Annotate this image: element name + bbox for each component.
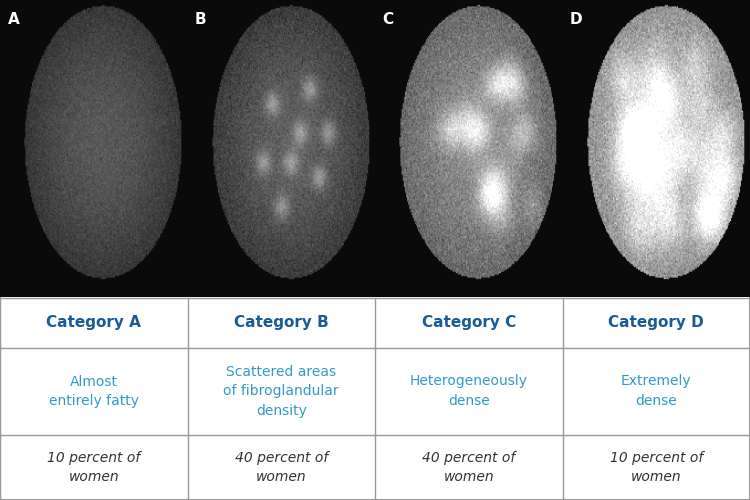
Text: Category A: Category A: [46, 315, 141, 330]
Text: Almost
entirely fatty: Almost entirely fatty: [49, 374, 139, 408]
Text: D: D: [570, 12, 583, 27]
Text: Category D: Category D: [608, 315, 704, 330]
Text: Scattered areas
of fibroglandular
density: Scattered areas of fibroglandular densit…: [224, 364, 339, 418]
Text: 10 percent of
women: 10 percent of women: [47, 451, 140, 484]
Text: 40 percent of
women: 40 percent of women: [235, 451, 328, 484]
Text: B: B: [195, 12, 206, 27]
Text: 40 percent of
women: 40 percent of women: [422, 451, 515, 484]
Text: Heterogeneously
dense: Heterogeneously dense: [410, 374, 528, 408]
Text: A: A: [8, 12, 20, 27]
Text: Extremely
dense: Extremely dense: [621, 374, 692, 408]
Text: Category B: Category B: [234, 315, 328, 330]
Text: C: C: [382, 12, 394, 27]
Text: Category C: Category C: [422, 315, 516, 330]
Text: 10 percent of
women: 10 percent of women: [610, 451, 703, 484]
